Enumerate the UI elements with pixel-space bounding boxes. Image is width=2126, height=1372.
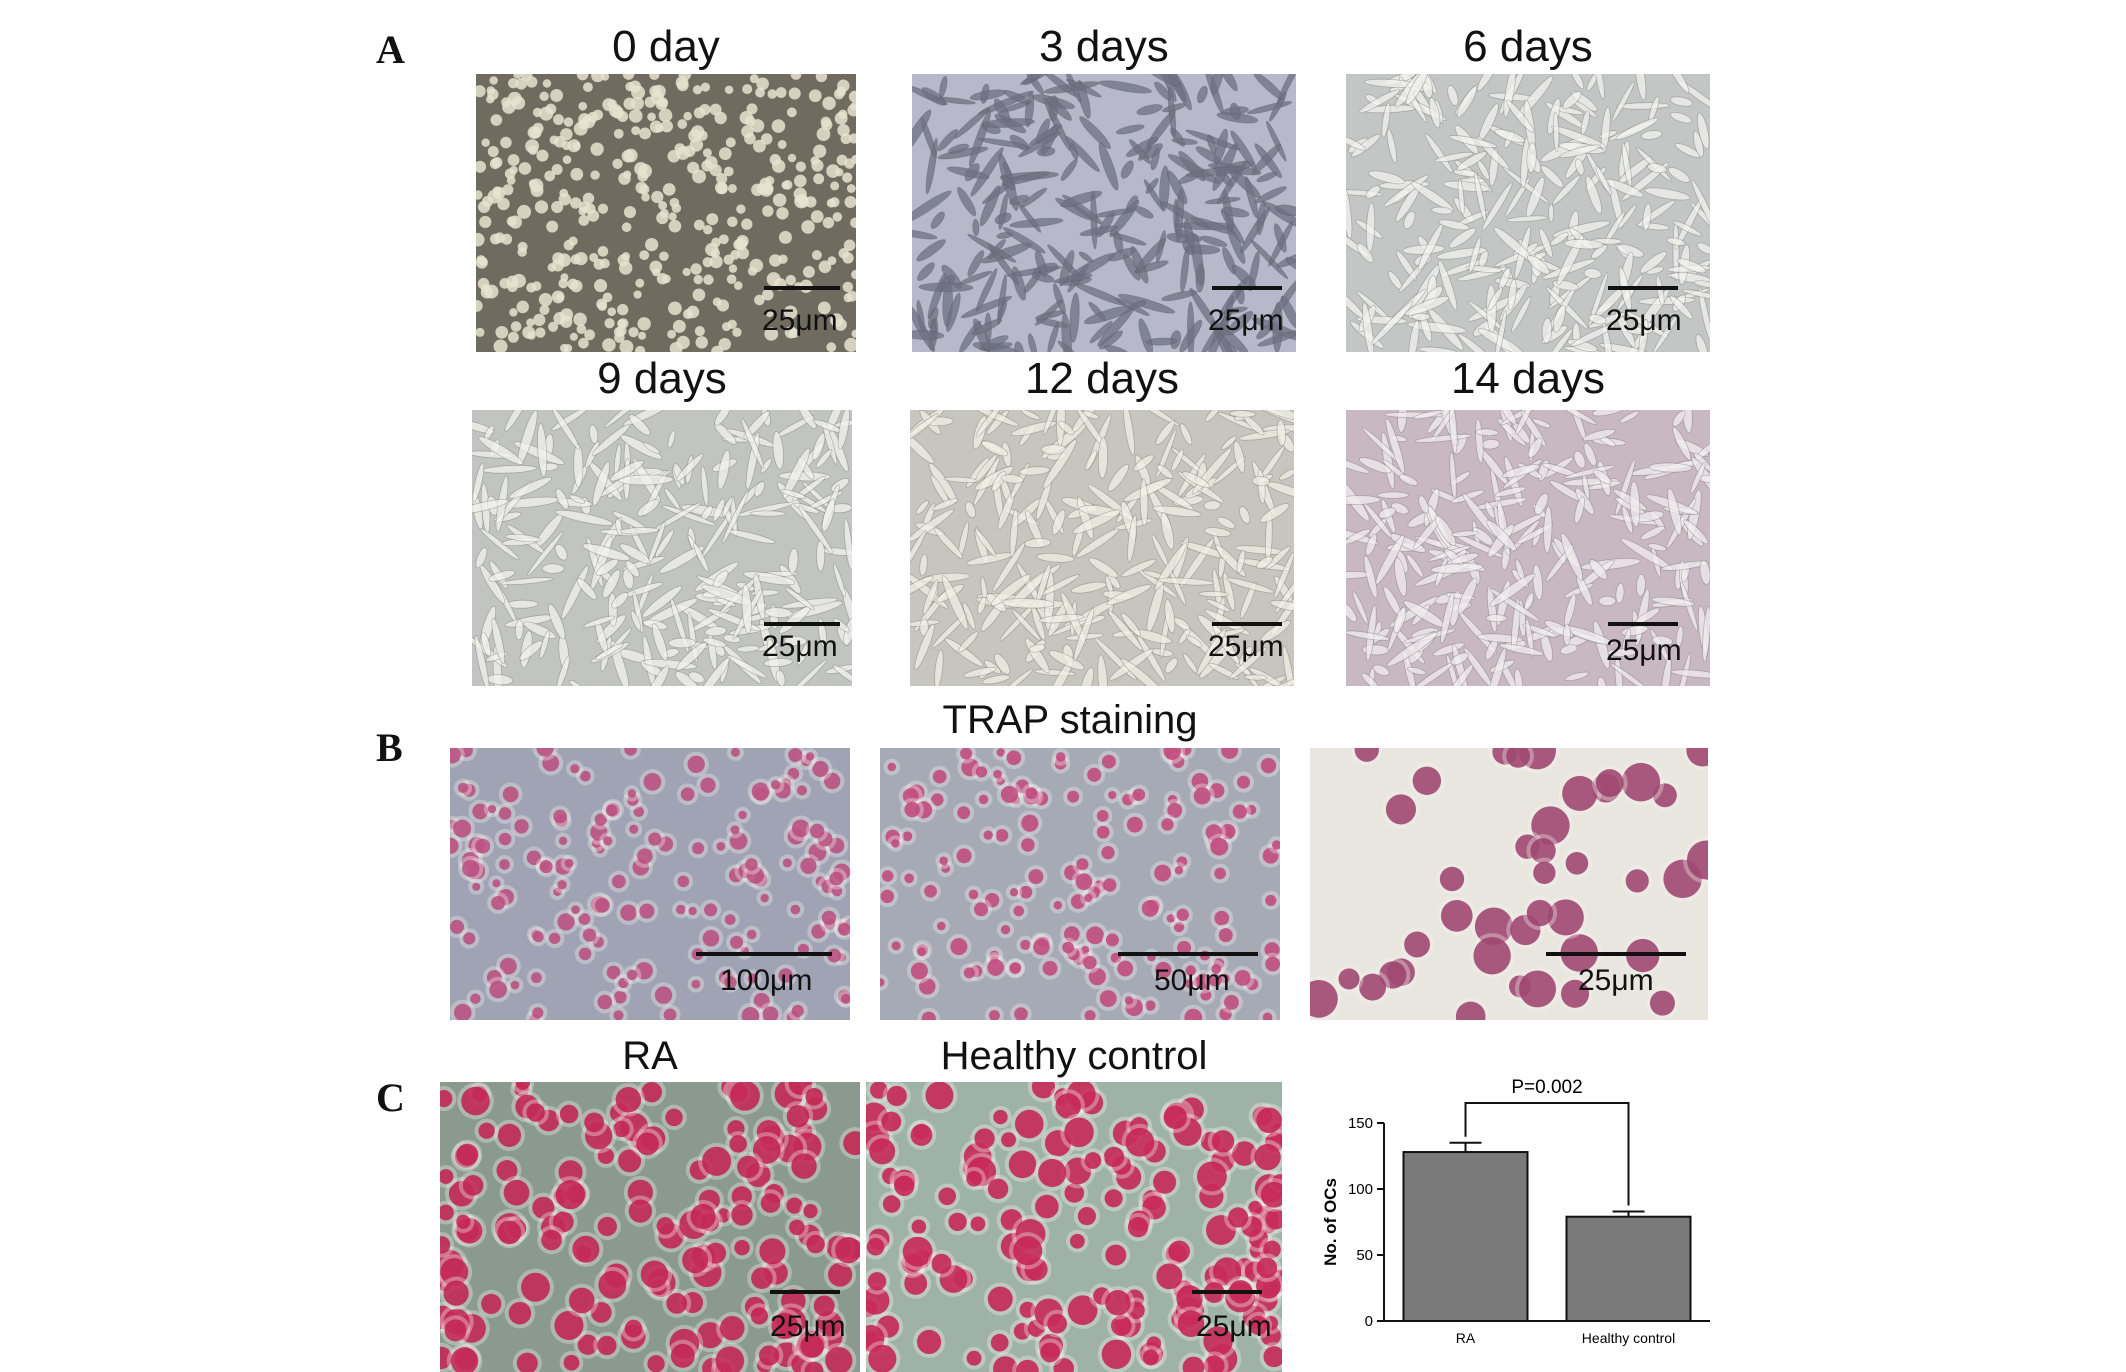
healthy-control-scale-label: 25μm [1196,1310,1272,1343]
scale-bar-day-9 [764,622,840,626]
caption-day-14: 14 days [1450,354,1606,403]
trap-scale-label-high: 25μm [1578,964,1654,997]
caption-ra: RA [622,1034,678,1078]
scale-label-day-0: 25μm [762,304,838,337]
micrograph-texture [1346,74,1710,352]
ra-scale-bar [770,1290,840,1294]
scale-bar-day-6 [1608,286,1678,290]
micrograph-texture [450,748,850,1020]
trap-scale-label-mid: 50μm [1154,964,1230,997]
y-tick-label: 100 [1348,1181,1373,1198]
trap-micrograph-low [450,748,850,1020]
trap-scale-label-low: 100μm [720,964,813,997]
trap-micrograph-mid [880,748,1280,1020]
panel-letter-c: C [376,1075,405,1120]
panel-letter-a: A [376,27,405,72]
caption-healthy-control: Healthy control [940,1034,1208,1078]
micrograph-day-9 [472,410,852,686]
scale-label-day-9: 25μm [762,630,838,663]
scale-bar-day-0 [764,286,840,290]
micrograph-texture [910,410,1294,686]
micrograph-day-14 [1346,410,1710,686]
y-tick-label: 0 [1365,1313,1373,1330]
micrograph-texture [880,748,1280,1020]
bar [1402,1151,1529,1323]
micrograph-texture [1310,748,1708,1020]
micrograph-texture [1346,410,1710,686]
micrograph-texture [476,74,856,352]
micrograph-texture [440,1082,860,1372]
x-tick-label: Healthy control [1582,1330,1675,1346]
panel-letter-b: B [376,725,403,770]
x-tick-label: RA [1456,1330,1476,1346]
micrograph-day-12 [910,410,1294,686]
micrograph-texture [472,410,852,686]
y-axis-label: No. of OCs [1321,1178,1340,1266]
y-tick-label: 150 [1348,1115,1373,1132]
caption-day-0: 0 day [612,22,720,71]
scale-label-day-12: 25μm [1208,630,1284,663]
trap-scale-bar-high [1546,952,1686,956]
scale-bar-day-14 [1608,622,1678,626]
bar [1565,1215,1692,1322]
healthy-control-micrograph [866,1082,1282,1372]
micrograph-day-6 [1346,74,1710,352]
caption-day-3: 3 days [1039,22,1169,71]
p-value-label: P=0.002 [1511,1077,1582,1098]
scale-bar-day-12 [1212,622,1282,626]
caption-day-6: 6 days [1463,22,1593,71]
micrograph-day-0 [476,74,856,352]
y-tick-label: 50 [1356,1247,1373,1264]
trap-micrograph-high [1310,748,1708,1020]
scale-label-day-6: 25μm [1606,304,1682,337]
trap-staining-title: TRAP staining [942,698,1198,742]
ra-scale-label: 25μm [770,1310,846,1343]
significance-bracket [1464,1102,1630,1206]
micrograph-texture [866,1082,1282,1372]
scale-label-day-14: 25μm [1606,634,1682,667]
caption-day-9: 9 days [597,354,727,403]
oc-count-bar-chart: 0 50 100 150 No. of OCs RA Healthy control P=0.… [1300,1065,1730,1365]
trap-scale-bar-mid [1118,952,1258,956]
healthy-control-scale-bar [1192,1290,1262,1294]
trap-scale-bar-low [696,952,832,956]
ra-micrograph [440,1082,860,1372]
caption-day-12: 12 days [1024,354,1180,403]
scale-bar-day-3 [1212,286,1282,290]
scale-label-day-3: 25μm [1208,304,1284,337]
